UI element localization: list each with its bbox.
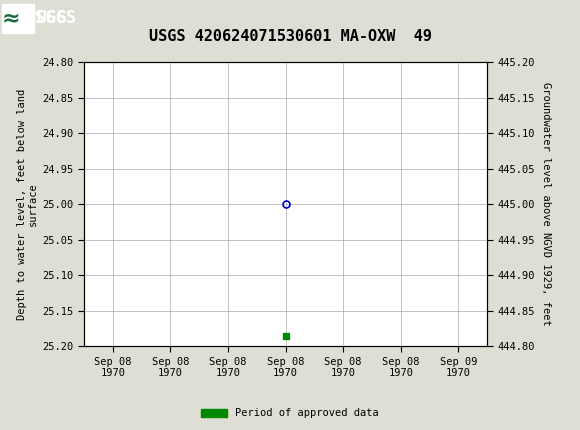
Text: ≈: ≈ bbox=[2, 8, 20, 28]
Y-axis label: Groundwater level above NGVD 1929, feet: Groundwater level above NGVD 1929, feet bbox=[541, 83, 550, 326]
FancyBboxPatch shape bbox=[2, 3, 34, 33]
Text: USGS: USGS bbox=[36, 9, 76, 27]
Legend: Period of approved data: Period of approved data bbox=[197, 404, 383, 423]
Y-axis label: Depth to water level, feet below land
surface: Depth to water level, feet below land su… bbox=[17, 89, 38, 320]
Text: USGS 420624071530601 MA-OXW  49: USGS 420624071530601 MA-OXW 49 bbox=[148, 29, 432, 44]
Text: USGS: USGS bbox=[2, 9, 67, 27]
